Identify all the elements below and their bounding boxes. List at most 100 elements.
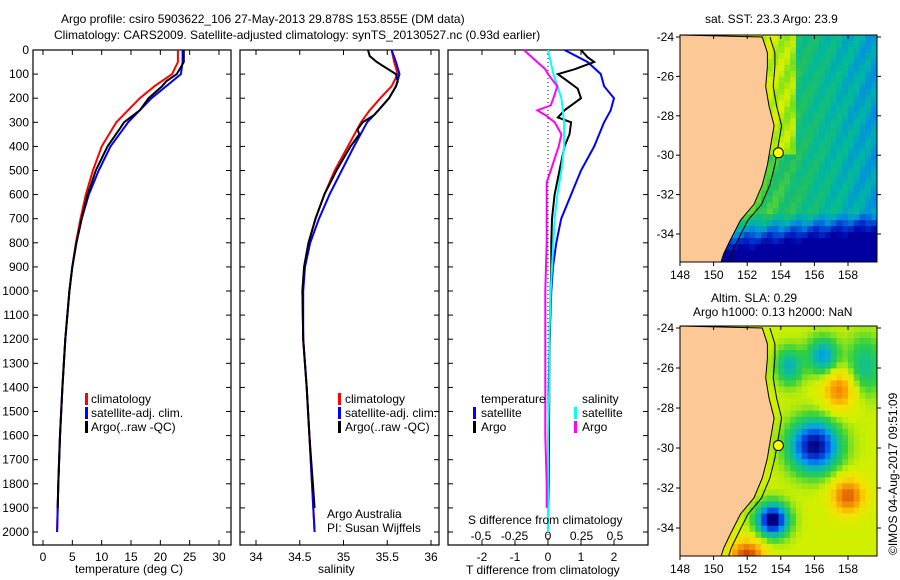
sst-map-cell [790, 41, 797, 48]
sst-map-cell [790, 208, 797, 215]
sst-map-ytick-label: -26 [657, 69, 675, 83]
sst-map-cell [871, 76, 877, 84]
sst-map-cell [737, 238, 745, 245]
sst-map-cell [801, 41, 809, 48]
sla-map-cell [813, 531, 820, 539]
sla-map-cell [853, 332, 861, 339]
sst-map-cell [853, 250, 861, 257]
sla-map-cell [801, 519, 809, 527]
sla-map-cell [766, 350, 774, 357]
sla-map-cell [726, 543, 733, 551]
sla-map-cell [819, 507, 826, 515]
sla-map-cell [830, 344, 837, 351]
salinity-xtick-label: 35.5 [376, 550, 400, 564]
sla-map-cell [871, 386, 877, 394]
sla-map-cell [801, 447, 809, 454]
sst-map-cell [836, 136, 843, 144]
sla-map-cell [836, 489, 843, 497]
sst-map-cell [848, 166, 855, 173]
sla-map-cell [737, 549, 745, 556]
sla-map-xtick-label: 150 [704, 562, 724, 576]
salinity-xtick-label: 34 [249, 550, 263, 564]
sst-map-cell [859, 46, 866, 54]
sst-map-cell [790, 106, 797, 114]
sla-map-cell [865, 362, 872, 369]
sst-map-ytick-label: -32 [657, 188, 675, 202]
sla-map-cell [766, 344, 774, 351]
sst-map-cell [836, 178, 843, 185]
sst-map-cell [848, 112, 855, 120]
sla-map-cell [848, 398, 855, 406]
sla-map-cell [790, 471, 797, 478]
sla-map-cell [865, 350, 872, 357]
sla-map-cell [784, 422, 791, 430]
sst-map-cell [790, 64, 797, 72]
sla-map-cell [865, 368, 872, 376]
sla-map-cell [865, 380, 872, 388]
sst-map-cell [859, 136, 866, 144]
sla-map-ytick-label: -30 [657, 441, 675, 455]
sla-map-cell [778, 519, 785, 527]
sla-map-cell [836, 537, 843, 545]
sla-map-cell [842, 513, 849, 521]
sla-map-cell [790, 531, 797, 539]
title-line2: Climatology: CARS2009. Satellite-adjuste… [54, 28, 541, 42]
sla-map-cell [819, 519, 826, 527]
salinity-series-argo [301, 49, 399, 508]
sla-map-cell [819, 459, 826, 466]
sla-map-cell [824, 465, 832, 472]
sla-map-cell [848, 489, 855, 497]
sst-map-cell [778, 94, 785, 102]
sst-map-cell [865, 112, 872, 120]
sla-map-cell [830, 374, 837, 382]
sla-map-cell [801, 513, 809, 521]
sla-map-cell [859, 501, 866, 509]
sst-map-cell [755, 220, 762, 227]
sla-map-cell [859, 483, 866, 491]
sst-map-cell [801, 106, 809, 114]
sla-map-cell [848, 477, 855, 484]
sla-map-cell [853, 513, 861, 521]
sla-map-cell [813, 525, 820, 533]
sla-map-cell [784, 356, 791, 363]
sla-map-cell [784, 374, 791, 382]
sla-map-cell [732, 525, 739, 533]
sla-map-cell [795, 507, 803, 515]
sst-map-cell [807, 106, 814, 114]
sst-map-cell [761, 238, 768, 245]
sla-map-cell [865, 447, 872, 454]
sst-map-cell [819, 46, 826, 54]
sla-map-cell [790, 428, 797, 436]
sla-map-cell [795, 465, 803, 472]
sla-map-cell [836, 453, 843, 460]
sla-map-cell [848, 434, 855, 442]
sla-map-cell [824, 398, 832, 406]
sst-map-cell [859, 52, 866, 60]
sst-map-cell [801, 172, 809, 179]
sla-map-cell [824, 489, 832, 497]
sst-map-cell [819, 52, 826, 60]
sst-map-cell [772, 136, 780, 144]
sla-map-cell [865, 519, 872, 527]
sst-map-cell [865, 220, 872, 227]
temperature-ytick-label: 1900 [2, 501, 29, 515]
sst-map-xtick-label: 154 [771, 268, 791, 282]
sla-map-cell [761, 537, 768, 545]
sla-map-cell [842, 459, 849, 466]
sst-map-cell [772, 232, 780, 239]
temperature-ytick-label: 1400 [2, 380, 29, 394]
sla-map-cell [766, 392, 774, 400]
sla-map-cell [859, 356, 866, 363]
sst-map-cell [807, 70, 814, 78]
sla-map-cell [795, 434, 803, 442]
sst-map-cell [795, 172, 803, 179]
sla-map-cell [801, 507, 809, 515]
sst-map-cell [848, 154, 855, 162]
sst-map-cell [853, 238, 861, 245]
sla-map-cell [836, 368, 843, 376]
sla-map-cell [790, 434, 797, 442]
sst-map-cell [801, 160, 809, 167]
sst-map-cell [807, 46, 814, 54]
sst-map-cell [836, 118, 843, 126]
sla-map-cell [859, 471, 866, 478]
